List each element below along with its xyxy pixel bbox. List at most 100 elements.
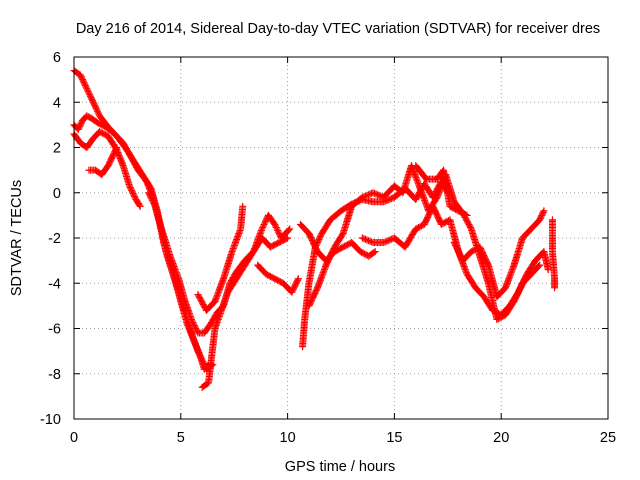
data-point xyxy=(84,88,92,96)
x-tick-label: 5 xyxy=(177,430,185,446)
data-point xyxy=(94,109,102,117)
data-point xyxy=(358,234,366,242)
data-point xyxy=(387,195,395,203)
y-tick-label: -2 xyxy=(48,231,61,247)
data-point xyxy=(538,210,546,218)
data-point xyxy=(539,208,547,216)
data-point xyxy=(386,195,394,203)
data-point xyxy=(188,317,196,325)
series-track-f xyxy=(194,202,247,314)
data-point xyxy=(384,196,392,204)
series-track-d xyxy=(85,144,121,179)
data-point xyxy=(363,191,371,199)
data-point xyxy=(112,145,120,153)
series-track-m xyxy=(450,207,548,301)
data-point xyxy=(462,211,470,219)
data-point xyxy=(284,234,292,242)
data-point xyxy=(197,355,205,363)
data-point xyxy=(289,285,297,293)
data-point xyxy=(360,193,368,201)
data-point xyxy=(84,86,92,94)
data-point xyxy=(200,361,208,369)
data-point xyxy=(149,198,157,206)
series-track-h xyxy=(254,261,302,296)
y-tick-label: 4 xyxy=(53,95,61,111)
data-point xyxy=(93,107,101,115)
data-point xyxy=(146,192,154,200)
x-tick-label: 20 xyxy=(493,430,509,446)
data-point xyxy=(371,248,379,256)
data-point xyxy=(192,325,200,332)
data-point xyxy=(381,238,389,246)
data-point xyxy=(380,239,388,247)
data-point xyxy=(383,237,391,245)
data-point xyxy=(463,211,471,219)
data-point xyxy=(200,359,208,367)
data-point xyxy=(145,190,153,198)
data-point xyxy=(291,281,299,289)
data-point xyxy=(261,219,269,227)
y-tick-label: -6 xyxy=(48,322,61,338)
data-point xyxy=(90,100,98,108)
data-point xyxy=(286,225,294,233)
y-axis-label: SDTVAR / TECUs xyxy=(9,180,25,296)
data-point xyxy=(77,119,85,127)
data-point xyxy=(199,358,207,366)
data-point xyxy=(551,284,559,292)
data-point xyxy=(75,124,83,132)
data-point xyxy=(314,237,322,245)
data-point xyxy=(126,182,134,190)
data-point xyxy=(363,236,371,244)
x-axis-ticks: 0 5 10 15 20 25 xyxy=(70,57,616,446)
data-point xyxy=(366,190,374,198)
data-point xyxy=(259,222,267,230)
data-point xyxy=(369,189,377,197)
data-point xyxy=(262,216,270,224)
data-point xyxy=(364,191,372,199)
data-point xyxy=(271,220,279,228)
data-point xyxy=(191,323,199,331)
data-point xyxy=(292,279,300,287)
data-point xyxy=(87,94,95,102)
data-point xyxy=(537,213,545,221)
data-point xyxy=(540,207,548,215)
data-point xyxy=(79,76,87,84)
data-point xyxy=(361,192,369,200)
data-point xyxy=(145,189,153,197)
data-point xyxy=(93,106,101,114)
data-point xyxy=(192,326,200,334)
data-point xyxy=(79,77,87,85)
data-point xyxy=(85,89,93,97)
x-tick-label: 0 xyxy=(70,430,78,446)
data-point xyxy=(86,91,94,99)
data-point xyxy=(358,193,366,201)
data-point xyxy=(288,288,296,296)
data-point xyxy=(386,236,394,244)
data-point xyxy=(197,353,205,361)
data-point xyxy=(384,237,392,245)
data-point xyxy=(89,97,97,105)
data-point xyxy=(128,186,136,194)
series-track-c xyxy=(70,128,144,210)
data-point xyxy=(274,226,282,234)
y-tick-label: 0 xyxy=(53,186,61,202)
data-point xyxy=(370,248,378,256)
data-point xyxy=(88,95,96,103)
data-point xyxy=(113,144,121,151)
data-point xyxy=(289,287,297,295)
x-tick-label: 25 xyxy=(600,430,616,446)
data-point xyxy=(371,189,379,197)
data-point xyxy=(150,201,158,209)
data-point xyxy=(366,237,374,245)
data-point xyxy=(196,352,204,360)
data-point xyxy=(274,228,282,236)
data-point xyxy=(291,282,299,290)
data-point xyxy=(315,236,323,244)
y-tick-label: 2 xyxy=(53,141,61,157)
data-point xyxy=(130,191,138,199)
data-point xyxy=(361,235,369,243)
data-point xyxy=(89,98,97,106)
data-point xyxy=(129,190,137,198)
data-point xyxy=(81,80,89,88)
